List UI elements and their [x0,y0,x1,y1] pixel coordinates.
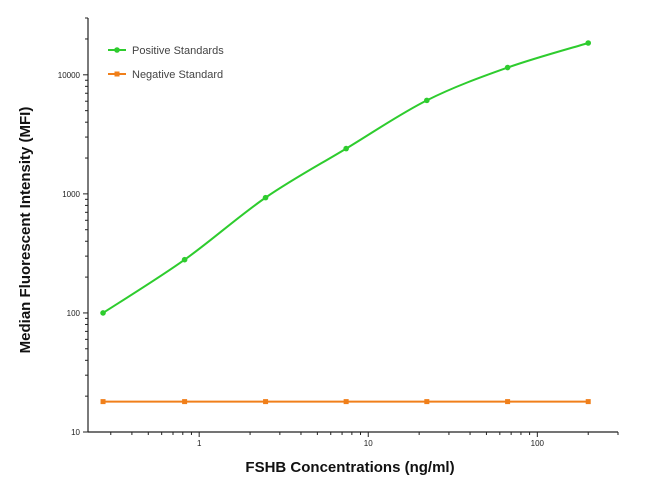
data-point [505,399,511,405]
y-tick-label: 100 [67,309,81,318]
data-point [343,145,349,152]
data-point [263,399,269,405]
data-point [424,399,430,405]
x-tick-label: 100 [531,439,545,448]
x-tick-label: 10 [364,439,373,448]
legend-label: Positive Standards [132,45,224,57]
y-tick-label: 1000 [62,190,80,199]
series-line-1 [102,42,589,314]
y-ticks: 10 100 1000 10000 [58,17,88,437]
data-point [585,399,591,405]
y-tick-label: 10000 [58,71,81,80]
legend-marker [114,47,120,53]
x-ticks: 1 10 100 [110,432,619,448]
data-point [343,399,349,405]
data-point [504,64,511,71]
data-point [585,40,592,46]
data-point [100,310,106,316]
y-tick-label: 10 [71,428,80,437]
x-axis-title: FSHB Concentrations (ng/ml) [245,459,454,476]
x-tick-label: 1 [197,439,202,448]
data-point [181,256,188,263]
series-layer [100,40,592,405]
data-point [424,97,430,104]
legend: Positive Standards Negative Standard [108,45,224,81]
data-point [182,399,188,405]
data-point [262,194,269,201]
data-point [100,399,106,405]
y-axis-title: Median Fluorescent Intensity (MFI) [17,107,34,354]
legend-label: Negative Standard [132,69,223,81]
legend-marker [114,71,120,77]
